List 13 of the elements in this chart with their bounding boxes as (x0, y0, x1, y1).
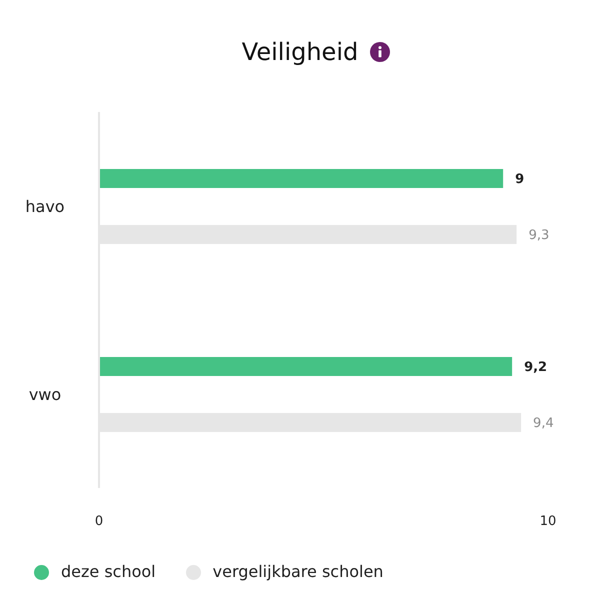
data-label: 9,2 (524, 360, 548, 376)
x-tick-label: 0 (94, 514, 104, 530)
data-label: 9,4 (533, 416, 554, 432)
chart-title: Veiligheid (242, 38, 358, 66)
legend-label: vergelijkbare scholen (212, 562, 384, 581)
bar (99, 357, 512, 376)
x-tick-label: 10 (540, 514, 556, 530)
legend-label: deze school (61, 562, 156, 581)
data-label: 9 (515, 172, 524, 188)
data-label: 9,3 (528, 228, 550, 244)
y-tick-label: vwo (28, 385, 62, 404)
y-tick-label: havo (25, 197, 65, 216)
bar (99, 169, 504, 188)
